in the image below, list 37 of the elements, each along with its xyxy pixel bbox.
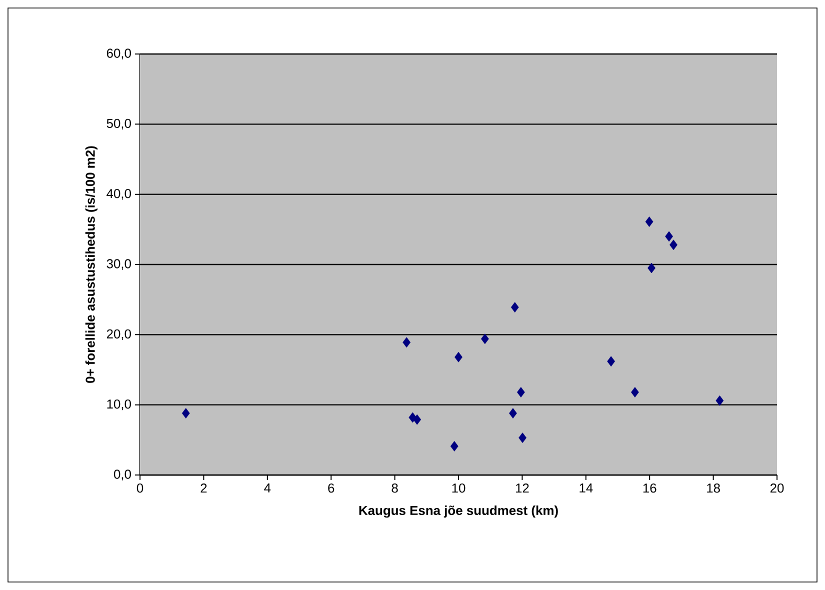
point [182, 408, 190, 418]
point [645, 216, 654, 227]
point [450, 441, 458, 452]
y-tick-label: 30,0 [106, 259, 131, 270]
x-tick-label: 12 [516, 484, 529, 493]
point [480, 334, 489, 344]
point [413, 414, 422, 425]
x-tick-label: 10 [452, 484, 466, 493]
point [631, 387, 639, 398]
point [607, 356, 616, 367]
y-tick-label: 40,0 [106, 188, 131, 200]
point [509, 408, 517, 418]
x-tick-label: 6 [328, 484, 334, 493]
x-tick-label: 2 [200, 484, 207, 493]
x-tick-label: 16 [643, 484, 656, 493]
point [516, 387, 525, 398]
point [510, 302, 519, 312]
point [648, 262, 656, 274]
x-tick-label: 18 [707, 484, 720, 493]
x-tick-label: 4 [264, 484, 271, 492]
point [665, 231, 673, 242]
point [670, 240, 678, 250]
x-axis-title: Kaugus Esna jõe suudmest (km) [359, 506, 558, 518]
x-tick-label: 20 [770, 484, 784, 493]
y-tick-label: 10,0 [107, 399, 131, 410]
y-tick-label: 20,0 [106, 329, 131, 340]
y-tick-label: 50,0 [106, 118, 131, 130]
x-tick-label: 0 [136, 484, 144, 493]
point [402, 337, 411, 348]
y-axis-title: 0+ forellide asustustihedus (is/100 m2) [85, 146, 98, 383]
point [454, 352, 462, 362]
x-tick-label: 14 [580, 484, 593, 492]
y-tick-label: 60,0 [106, 48, 131, 60]
x-tick-label: 8 [392, 484, 398, 493]
y-tick-label: 0,0 [114, 470, 131, 480]
point [716, 395, 724, 406]
point [518, 432, 526, 444]
